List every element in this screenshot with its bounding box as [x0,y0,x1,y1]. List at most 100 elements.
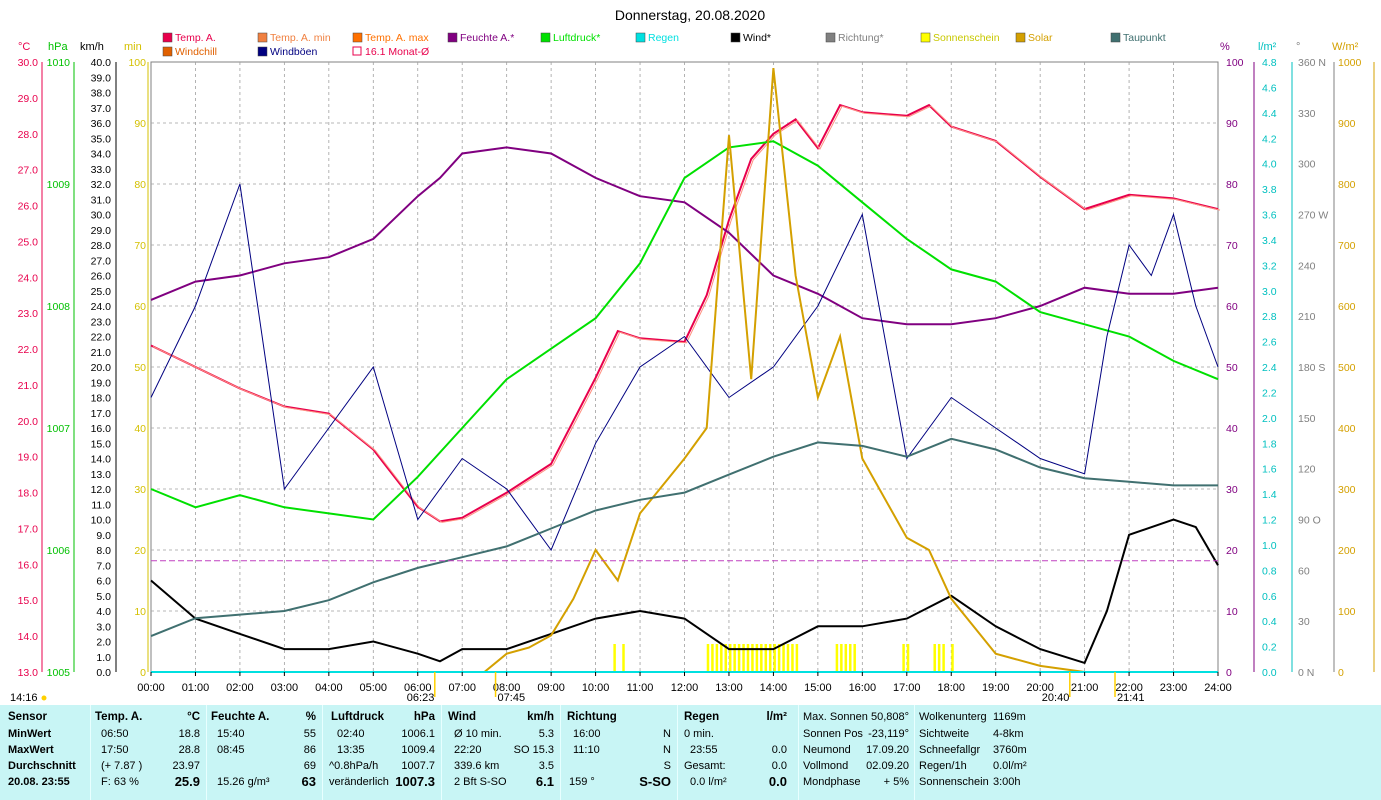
rain-tick-label: 4.0 [1262,159,1277,171]
humidity-tick-label: 100 [1226,57,1244,69]
rain-axis-unit: l/m² [1258,41,1277,53]
direction-max-time: 11:10 [573,744,600,756]
legend-swatch [1015,32,1026,43]
wind-unit: km/h [527,711,554,723]
sunshine-bar [768,644,772,672]
sensor-column: Sensor MinWert MaxWert Durchschnitt 20.0… [4,705,84,800]
rain-total-value: 0.0 [771,760,787,772]
temp-feel: F: 63 % [101,776,139,788]
direction-header: Richtung [567,711,617,723]
series-line [150,518,1219,665]
solar-tick-label: 400 [1338,423,1356,435]
solar-tick-label: 600 [1338,301,1356,313]
humidity-tick-label: 60 [1226,301,1238,313]
x-tick-label: 14:00 [760,682,788,694]
legend-label: Sonnenschein [933,32,1000,44]
astro-label-0: Max. Sonnen [803,711,868,723]
wind-tick-label: 9.0 [96,530,111,542]
legend-swatch [730,32,741,43]
legend-label: Taupunkt [1123,32,1166,44]
row-label-avg: Durchschnitt [8,760,76,772]
legend-label: Windböen [270,46,317,58]
temp-column: Temp. A. °C 06:50 18.8 17:50 28.8 (+ 7.8… [90,705,206,800]
temp-tick-label: 14.0 [18,631,39,643]
sensor-header: Sensor [8,711,47,723]
wind-tick-label: 12.0 [91,484,112,496]
x-tick-label: 00:00 [137,682,165,694]
rain-amount: 0.0 l/m² [690,776,727,788]
sunshine-bar [853,644,856,672]
legend-label: 16.1 Monat-Ø [365,46,429,58]
astro-value-1: -23,119° [868,728,909,740]
series-line [150,183,1219,552]
legend-label: Regen [648,32,679,44]
temp-tick-label: 24.0 [18,272,39,284]
direction-tick-label: 180 S [1298,362,1325,374]
solar-tick-label: 500 [1338,362,1356,374]
dawn-label: 07:45 [498,692,526,704]
wind-tick-label: 15.0 [91,438,112,450]
direction-current-value: S-SO [639,774,671,789]
wind-tick-label: 3.0 [96,621,111,633]
solar-axis-unit: W/m² [1332,41,1359,53]
wind-max-value: SO 15.3 [513,744,554,756]
solar-tick-label: 1000 [1338,57,1362,69]
wind-tick-label: 13.0 [91,469,112,481]
rain-max-time: 23:55 [690,744,718,756]
rain-tick-label: 4.4 [1262,108,1277,120]
wind-tick-label: 4.0 [96,606,111,618]
x-tick-label: 07:00 [448,682,476,694]
sunshine-bar [786,644,790,672]
wind-tick-label: 16.0 [91,423,112,435]
temp-tick-label: 19.0 [18,452,39,464]
rain-tick-label: 2.6 [1262,337,1277,349]
rain-max-value: 0.0 [771,744,787,756]
minutes-tick-label: 30 [134,484,146,496]
astro-value-3: 02.09.20 [866,760,909,772]
wind-tick-label: 37.0 [91,103,112,115]
legend-label: Temp. A. [175,32,216,44]
cloud-column: Wolkenunterg 1169m Sichtweite 4-8km Schn… [914,705,1031,800]
direction-tick-label: 270 W [1298,210,1328,222]
minutes-tick-label: 40 [134,423,146,435]
humidity-unit: % [305,711,316,723]
series-line [150,140,1219,521]
wind-distance: 339.6 km [454,760,500,772]
rain-tick-label: 4.6 [1262,82,1277,94]
rain-tick-label: 0.0 [1262,667,1277,679]
wind-tick-label: 21.0 [91,347,112,359]
wind-axis-unit: km/h [80,41,104,53]
legend-swatch [162,32,173,43]
legend-swatch [825,32,836,43]
x-tick-label: 11:00 [627,682,654,694]
wind-tick-label: 38.0 [91,88,112,100]
direction-tick-label: 60 [1298,565,1310,577]
direction-tick-label: 0 N [1298,667,1314,679]
legend-label: Solar [1028,32,1053,44]
sunshine-bar [706,644,710,672]
sunshine-bar [791,644,794,672]
humidity-tick-label: 80 [1226,179,1238,191]
astro-value-2: 17.09.20 [866,744,909,756]
wind-tick-label: 27.0 [91,255,112,267]
wind-tick-label: 30.0 [91,210,112,222]
minutes-tick-label: 90 [134,118,146,130]
rain-tick-label: 4.8 [1262,57,1277,69]
start-time-label: 14:16 [10,692,38,704]
minutes-tick-label: 100 [128,57,146,69]
solar-tick-label: 0 [1338,667,1344,679]
direction-tick-label: 360 N [1298,57,1326,69]
legend-label: Temp. A. max [365,32,429,44]
wind-tick-label: 29.0 [91,225,112,237]
sunshine-bar [835,644,839,672]
x-tick-label: 05:00 [360,682,388,694]
rain-tick-label: 0.2 [1262,642,1277,654]
wind-tick-label: 10.0 [91,515,112,527]
cloud-value-3: 0.0l/m² [993,760,1027,772]
wind-max-time: 22:20 [454,744,482,756]
sun-icon [41,695,47,701]
minutes-tick-label: 70 [134,240,146,252]
rain-tick-label: 2.8 [1262,311,1277,323]
direction-min-time: 16:00 [573,728,601,740]
temp-tick-label: 13.0 [18,667,39,679]
